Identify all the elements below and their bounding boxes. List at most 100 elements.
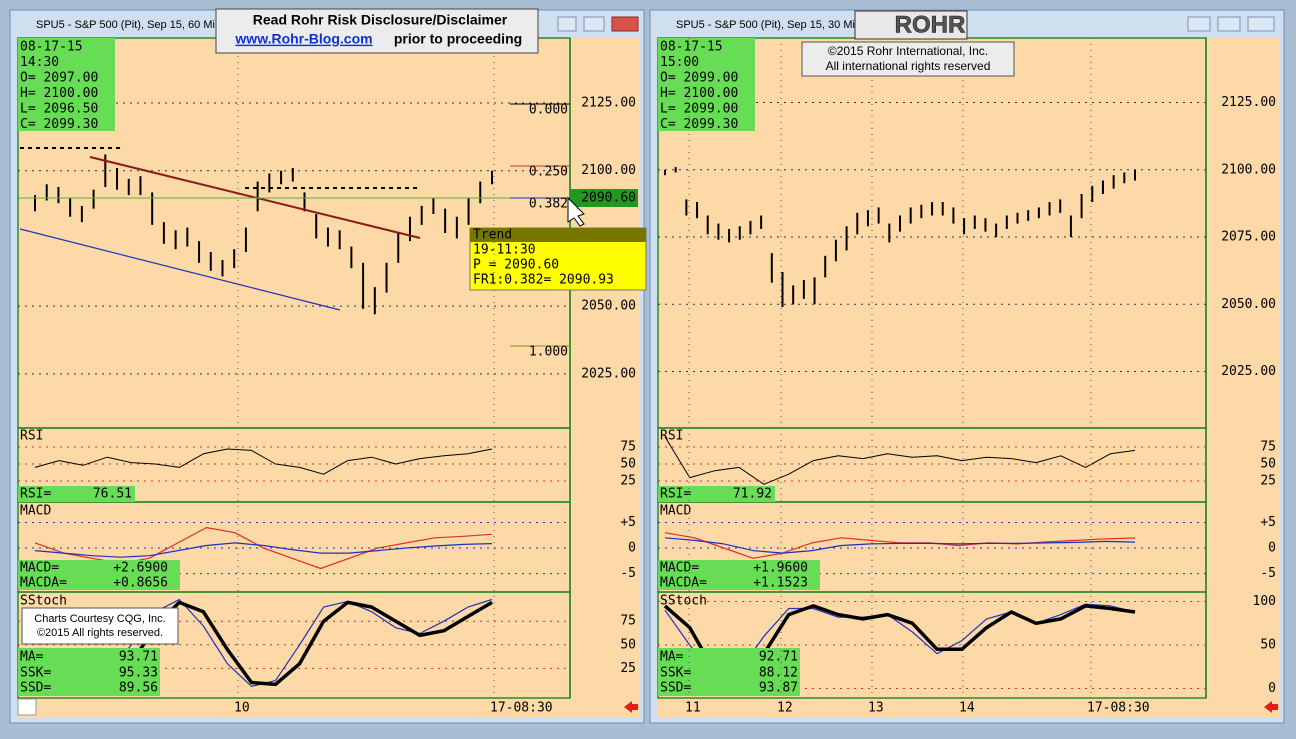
price-marker-label: 2090.60: [581, 191, 636, 206]
y-tick-label: 2075.00: [1221, 230, 1276, 245]
reading-name: MACD=: [660, 561, 699, 576]
rsi-line: [34, 448, 493, 475]
y-tick-label: 0: [628, 541, 636, 556]
y-tick-label: -5: [1260, 566, 1276, 581]
reading-value: 88.12: [759, 666, 798, 681]
y-tick-label: 50: [1260, 456, 1276, 471]
reading-name: SSD=: [660, 681, 691, 696]
y-tick-label: 50: [1260, 638, 1276, 653]
bar-info: O= 2097.00: [20, 71, 98, 86]
disclaimer-tail: prior to proceeding: [394, 31, 522, 47]
reading-box: [18, 648, 160, 696]
reading-value: +0.8656: [113, 576, 168, 591]
y-tick-label: 75: [1260, 440, 1276, 455]
panel-label: MACD: [20, 504, 51, 519]
y-tick-label: 2125.00: [1221, 95, 1276, 110]
minimize-button[interactable]: [1187, 16, 1211, 32]
bar-info: 15:00: [660, 55, 699, 70]
fib-label: 0.000: [529, 103, 568, 118]
scroll-box: [17, 698, 37, 716]
copyright-box: [801, 41, 1015, 77]
cursor: [567, 196, 585, 227]
reading-box: [658, 560, 820, 590]
copyright: ©2015 Rohr International, Inc.: [828, 44, 988, 58]
maximize-button[interactable]: [1217, 16, 1241, 32]
x-tick-label: 12: [777, 701, 793, 716]
window-title: SPU5 - S&P 500 (Pit), Sep 15, 30 Min: [676, 19, 861, 31]
panel-label: MACD: [660, 504, 691, 519]
time-axis: [658, 698, 1280, 718]
y-tick-label: 2100.00: [581, 163, 636, 178]
reading-value: 89.56: [119, 681, 158, 696]
x-tick-label: 11: [685, 701, 701, 716]
reading-box: [18, 38, 115, 131]
chart-background: [658, 38, 1280, 698]
reading-name: RSI=: [660, 487, 691, 502]
macd-line: [664, 537, 1136, 554]
reading-box: [18, 486, 135, 502]
x-tick-label: 14: [959, 701, 975, 716]
reading-name: MACDA=: [660, 576, 707, 591]
macd-line: [34, 542, 493, 558]
y-tick-label: 2025.00: [581, 366, 636, 381]
reading-box: [18, 560, 180, 590]
reading-value: 76.51: [93, 487, 132, 502]
panel-label: SStoch: [660, 594, 707, 609]
bar-info: O= 2099.00: [660, 71, 738, 86]
bar-info: 08-17-15: [660, 40, 723, 55]
window-title: SPU5 - S&P 500 (Pit), Sep 15, 60 Min: [36, 19, 221, 31]
minimize-button[interactable]: [557, 16, 577, 32]
logo: ROHR: [895, 11, 966, 38]
bar-info: C= 2099.30: [660, 117, 738, 132]
panel-label: RSI: [660, 429, 683, 444]
reading-box: [658, 486, 775, 502]
y-tick-label: +5: [620, 515, 636, 530]
reading-box: [658, 38, 755, 131]
disclaimer-link[interactable]: www.Rohr-Blog.com: [234, 31, 372, 47]
reading-value: +1.1523: [753, 576, 808, 591]
x-tick-label: 10: [234, 701, 250, 716]
window-buttons: [557, 16, 1275, 32]
fib-label: 0.250: [529, 165, 568, 180]
trend-text: P = 2090.60: [473, 258, 559, 273]
reading-value: +2.6900: [113, 561, 168, 576]
trend-line: [19, 228, 341, 311]
y-tick-label: 100: [1253, 594, 1276, 609]
y-tick-label: 25: [1260, 473, 1276, 488]
reading-name: MACD=: [20, 561, 59, 576]
chart-panels: 2125.00 2100.00 2050.00 2025.00 08-17-15 14:3…: [17, 37, 1280, 718]
y-tick-label: 75: [620, 440, 636, 455]
y-tick-label: 2050.00: [581, 299, 636, 314]
reading-value: 95.33: [119, 666, 158, 681]
rsi-line: [664, 436, 1136, 485]
x-tick-label: 17-08:30: [490, 701, 553, 716]
bar-info: 14:30: [20, 55, 59, 70]
maximize-button[interactable]: [583, 16, 605, 32]
reading-box: [658, 648, 800, 696]
fib-label: 0.382: [529, 197, 568, 212]
close-button[interactable]: [611, 16, 639, 32]
y-tick-label: 0: [1268, 541, 1276, 556]
close-button[interactable]: [1247, 16, 1275, 32]
reading-name: SSK=: [20, 666, 51, 681]
panel-label: RSI: [20, 429, 43, 444]
y-tick-label: 75: [620, 614, 636, 629]
rights: All international rights reserved: [826, 59, 991, 73]
reading-name: SSD=: [20, 681, 51, 696]
y-tick-label: 2100.00: [1221, 162, 1276, 177]
y-tick-label: 0: [1268, 681, 1276, 696]
logo-box: [854, 10, 968, 40]
trend-text: FR1:0.382= 2090.93: [473, 273, 614, 288]
reading-name: MA=: [20, 650, 44, 665]
y-tick-label: 2050.00: [1221, 297, 1276, 312]
time-axis: [18, 698, 640, 718]
credit-line: Charts Courtesy CQG, Inc.: [34, 613, 165, 625]
reading-name: MACDA=: [20, 576, 67, 591]
bar-info: H= 2100.00: [660, 86, 738, 101]
reading-value: +1.9600: [753, 561, 808, 576]
y-tick-label: 25: [620, 661, 636, 676]
y-tick-label: 50: [620, 456, 636, 471]
bar-info: H= 2100.00: [20, 86, 98, 101]
reading-value: 92.71: [759, 650, 798, 665]
